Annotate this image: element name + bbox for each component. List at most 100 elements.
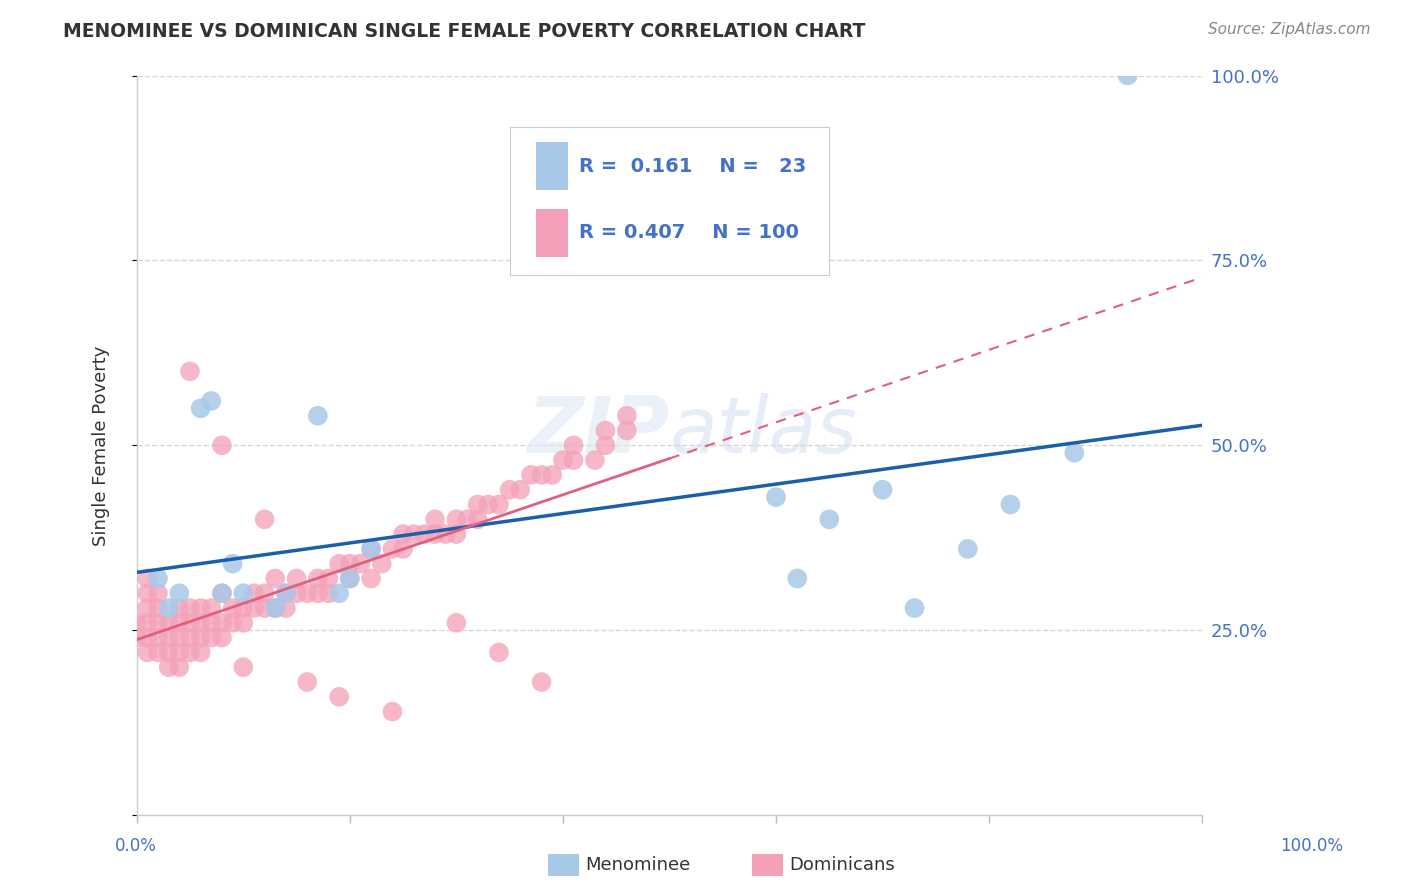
- Point: [818, 512, 841, 526]
- Point: [179, 631, 201, 645]
- Point: [157, 660, 180, 674]
- Point: [146, 645, 169, 659]
- Point: [264, 601, 287, 615]
- Point: [392, 527, 415, 541]
- Point: [211, 586, 233, 600]
- Point: [146, 601, 169, 615]
- Point: [190, 601, 212, 615]
- Point: [295, 586, 318, 600]
- Point: [551, 453, 574, 467]
- Point: [136, 645, 159, 659]
- Point: [360, 541, 382, 556]
- Point: [146, 631, 169, 645]
- Point: [136, 586, 159, 600]
- Point: [583, 453, 606, 467]
- Point: [328, 690, 350, 704]
- Point: [872, 483, 894, 497]
- Text: MENOMINEE VS DOMINICAN SINGLE FEMALE POVERTY CORRELATION CHART: MENOMINEE VS DOMINICAN SINGLE FEMALE POV…: [63, 22, 866, 41]
- Point: [360, 572, 382, 586]
- Point: [530, 467, 553, 482]
- Point: [136, 572, 159, 586]
- Point: [232, 586, 254, 600]
- Text: R = 0.407    N = 100: R = 0.407 N = 100: [579, 223, 799, 243]
- Point: [446, 615, 468, 630]
- Text: 100.0%: 100.0%: [1279, 837, 1343, 855]
- Point: [488, 498, 510, 512]
- Point: [169, 601, 191, 615]
- Text: atlas: atlas: [669, 392, 858, 468]
- Point: [562, 438, 585, 452]
- Point: [146, 586, 169, 600]
- Point: [253, 512, 276, 526]
- Point: [157, 615, 180, 630]
- Point: [392, 541, 415, 556]
- Point: [200, 394, 222, 409]
- Point: [530, 675, 553, 690]
- Point: [765, 490, 787, 504]
- Point: [509, 483, 531, 497]
- Point: [413, 527, 436, 541]
- Point: [200, 601, 222, 615]
- Point: [169, 660, 191, 674]
- Point: [243, 586, 266, 600]
- FancyBboxPatch shape: [536, 142, 568, 190]
- Point: [169, 631, 191, 645]
- Point: [157, 631, 180, 645]
- Point: [434, 527, 457, 541]
- Text: Source: ZipAtlas.com: Source: ZipAtlas.com: [1208, 22, 1371, 37]
- Point: [446, 527, 468, 541]
- Point: [211, 615, 233, 630]
- Point: [318, 572, 340, 586]
- Point: [274, 586, 297, 600]
- Text: 0.0%: 0.0%: [115, 837, 157, 855]
- Point: [221, 615, 243, 630]
- Point: [456, 512, 478, 526]
- Point: [221, 601, 243, 615]
- Point: [136, 615, 159, 630]
- Point: [136, 631, 159, 645]
- Point: [498, 483, 520, 497]
- Point: [903, 601, 925, 615]
- Point: [285, 572, 308, 586]
- Point: [360, 541, 382, 556]
- Point: [211, 438, 233, 452]
- Point: [616, 409, 638, 423]
- Point: [477, 498, 499, 512]
- Point: [157, 645, 180, 659]
- Point: [423, 512, 446, 526]
- Point: [211, 631, 233, 645]
- Point: [423, 527, 446, 541]
- Point: [264, 572, 287, 586]
- Point: [200, 631, 222, 645]
- Point: [146, 572, 169, 586]
- Point: [381, 705, 404, 719]
- Point: [125, 631, 148, 645]
- Point: [318, 586, 340, 600]
- Point: [243, 601, 266, 615]
- Point: [488, 645, 510, 659]
- Point: [157, 601, 180, 615]
- Point: [1063, 446, 1085, 460]
- Point: [307, 572, 329, 586]
- Point: [381, 541, 404, 556]
- Point: [446, 512, 468, 526]
- Point: [467, 512, 489, 526]
- Point: [274, 586, 297, 600]
- Point: [520, 467, 543, 482]
- Point: [616, 424, 638, 438]
- Point: [371, 557, 394, 571]
- Point: [253, 586, 276, 600]
- Point: [274, 601, 297, 615]
- Point: [221, 557, 243, 571]
- Point: [1000, 498, 1022, 512]
- Point: [190, 401, 212, 416]
- Point: [169, 645, 191, 659]
- Point: [125, 615, 148, 630]
- Point: [285, 586, 308, 600]
- Point: [179, 601, 201, 615]
- Text: R =  0.161    N =   23: R = 0.161 N = 23: [579, 157, 806, 176]
- Point: [562, 453, 585, 467]
- Point: [190, 631, 212, 645]
- Point: [339, 557, 361, 571]
- Point: [190, 615, 212, 630]
